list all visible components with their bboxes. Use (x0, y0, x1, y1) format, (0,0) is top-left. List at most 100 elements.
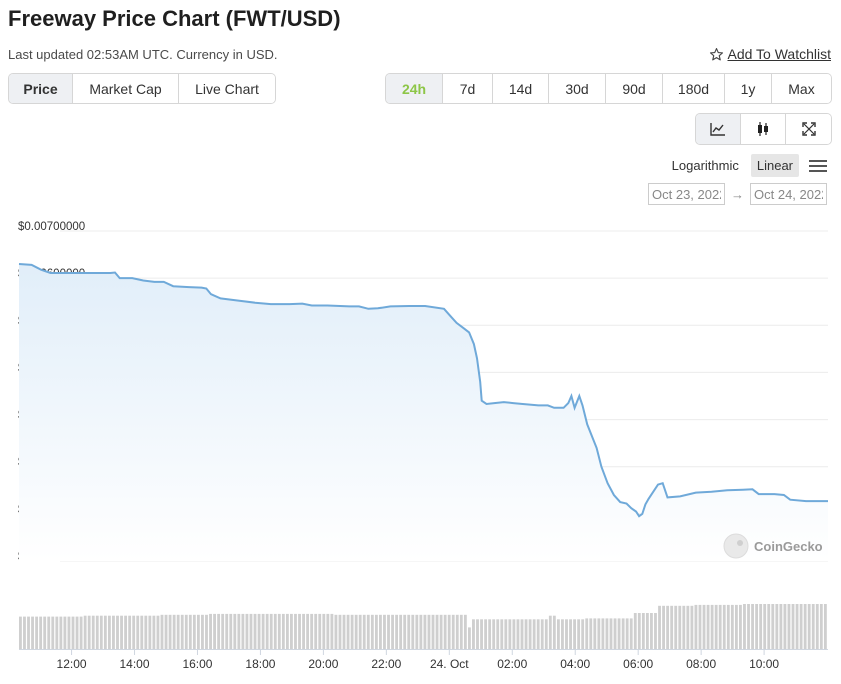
range-24h[interactable]: 24h (386, 74, 443, 103)
range-1y[interactable]: 1y (725, 74, 772, 103)
x-tick-label: 12:00 (57, 657, 87, 671)
volume-bar (662, 605, 665, 649)
expand-icon (801, 122, 816, 136)
volume-bar (524, 619, 528, 649)
volume-bar (383, 614, 386, 649)
volume-bar (379, 614, 382, 649)
volume-bar (556, 619, 560, 649)
volume-bar (196, 614, 200, 649)
volume-bar (79, 616, 83, 649)
coingecko-logo-icon (723, 533, 749, 559)
time-range-selector: 24h 7d 14d 30d 90d 180d 1y Max (385, 73, 832, 104)
volume-bar (654, 613, 657, 649)
volume-bar (87, 615, 91, 649)
volume-bar (326, 613, 330, 649)
volume-bar (763, 604, 767, 649)
tab-price[interactable]: Price (9, 74, 73, 103)
range-7d[interactable]: 7d (443, 74, 493, 103)
price-area (19, 264, 828, 561)
volume-bar (205, 614, 208, 649)
volume-bar (164, 614, 168, 649)
volume-bar (358, 614, 362, 649)
volume-bar (811, 604, 815, 649)
volume-bar (666, 605, 670, 649)
volume-bar (39, 616, 43, 649)
volume-bar (581, 619, 585, 649)
volume-bar (176, 614, 180, 649)
coingecko-logo-eye (737, 540, 743, 546)
hamburger-menu-icon[interactable] (809, 159, 827, 173)
volume-bar (67, 616, 71, 649)
x-tick-label: 06:00 (623, 657, 653, 671)
range-180d[interactable]: 180d (663, 74, 725, 103)
volume-bar (350, 614, 354, 649)
volume-bar (128, 615, 132, 649)
volume-bar (682, 605, 686, 649)
watchlist-label: Add To Watchlist (727, 46, 832, 62)
volume-bar (148, 615, 152, 649)
volume-bar (35, 616, 39, 649)
page-title: Freeway Price Chart (FWT/USD) (8, 6, 341, 31)
range-14d[interactable]: 14d (493, 74, 549, 103)
volume-bar (306, 613, 310, 649)
volume-bar (690, 605, 694, 649)
volume-bar (269, 613, 273, 649)
range-30d[interactable]: 30d (549, 74, 606, 103)
price-chart[interactable]: $0.00$0.00100000$0.00200000$0.00300000$0… (0, 215, 841, 684)
volume-bar (277, 613, 281, 649)
volume-bar (136, 615, 140, 649)
add-to-watchlist-link[interactable]: Add To Watchlist (709, 46, 832, 62)
last-updated-text: Last updated 02:53AM UTC. Currency in US… (8, 47, 278, 62)
volume-bar (706, 604, 710, 649)
scale-linear[interactable]: Linear (750, 154, 799, 177)
volume-bar (686, 605, 690, 649)
volume-bar (488, 619, 492, 649)
volume-bar (455, 614, 459, 649)
coingecko-watermark: CoinGecko (723, 533, 823, 559)
volume-bar (468, 627, 471, 649)
volume-bar (399, 614, 403, 649)
volume-bar (107, 615, 111, 649)
volume-bar (520, 619, 524, 649)
candlestick-button[interactable] (741, 114, 786, 144)
scale-toggle: Logarithmic Linear (666, 154, 827, 177)
volume-bar (613, 618, 617, 649)
volume-bar (823, 604, 827, 649)
volume-bar (702, 604, 706, 649)
volume-bar (710, 604, 714, 649)
volume-bar (463, 614, 467, 649)
volume-bar (625, 618, 629, 649)
range-max[interactable]: Max (772, 74, 831, 103)
price-line (18, 263, 828, 518)
volume-bar (168, 614, 172, 649)
volume-bar (601, 618, 605, 649)
volume-bar (310, 613, 314, 649)
volume-bar (160, 614, 164, 649)
volume-bar (726, 604, 730, 649)
tab-market-cap[interactable]: Market Cap (73, 74, 179, 103)
volume-bar (221, 613, 225, 649)
scale-logarithmic[interactable]: Logarithmic (671, 158, 739, 173)
volume-bar (217, 613, 221, 649)
volume-bar (783, 604, 787, 649)
expand-button[interactable] (786, 114, 831, 144)
volume-bar (27, 616, 30, 649)
volume-bar (678, 605, 682, 649)
volume-bar (779, 604, 783, 649)
volume-bar (180, 614, 184, 649)
volume-bar (617, 618, 621, 649)
date-from-input[interactable] (648, 183, 725, 205)
volume-bar (156, 615, 160, 649)
tab-live-chart[interactable]: Live Chart (179, 74, 275, 103)
volume-bar (19, 616, 22, 649)
volume-bar (55, 616, 59, 649)
range-90d[interactable]: 90d (606, 74, 663, 103)
date-to-input[interactable] (750, 183, 827, 205)
volume-bar (743, 604, 746, 649)
volume-bar (95, 615, 99, 649)
volume-bar (290, 613, 293, 649)
volume-bar (407, 614, 411, 649)
volume-bar (569, 619, 572, 649)
line-chart-button[interactable] (696, 114, 741, 144)
volume-bar (508, 619, 512, 649)
